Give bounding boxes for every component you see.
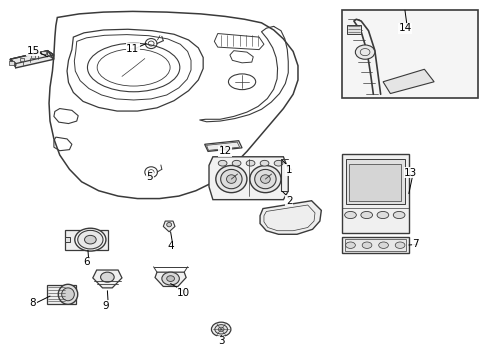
Bar — [346, 24, 361, 33]
Ellipse shape — [211, 322, 230, 337]
Bar — [20, 58, 24, 62]
Ellipse shape — [162, 272, 179, 285]
Ellipse shape — [166, 276, 174, 282]
Bar — [9, 62, 14, 65]
Bar — [345, 159, 404, 204]
Ellipse shape — [78, 230, 103, 249]
Polygon shape — [208, 157, 287, 200]
Ellipse shape — [75, 228, 106, 251]
Polygon shape — [46, 285, 76, 304]
Polygon shape — [93, 270, 122, 288]
Ellipse shape — [345, 242, 355, 248]
Polygon shape — [10, 51, 54, 64]
Text: 1: 1 — [285, 165, 292, 175]
Ellipse shape — [249, 166, 281, 193]
Bar — [64, 237, 70, 242]
Text: 4: 4 — [167, 241, 174, 251]
Text: 7: 7 — [411, 239, 418, 249]
Text: 13: 13 — [404, 168, 417, 178]
Text: 14: 14 — [398, 23, 411, 33]
Ellipse shape — [378, 242, 387, 248]
Ellipse shape — [344, 211, 356, 219]
Ellipse shape — [254, 170, 276, 189]
Polygon shape — [163, 221, 175, 232]
Text: 15: 15 — [26, 46, 40, 56]
Text: 3: 3 — [217, 337, 224, 346]
Ellipse shape — [166, 222, 171, 227]
Polygon shape — [204, 141, 242, 152]
Bar — [30, 54, 35, 58]
Ellipse shape — [101, 272, 114, 282]
Polygon shape — [10, 51, 54, 68]
Text: 9: 9 — [102, 301, 109, 311]
Ellipse shape — [260, 175, 270, 183]
Ellipse shape — [58, 284, 78, 304]
Text: 2: 2 — [285, 196, 292, 206]
Ellipse shape — [394, 242, 404, 248]
Ellipse shape — [218, 327, 224, 332]
Bar — [341, 10, 477, 98]
Polygon shape — [260, 201, 321, 234]
Ellipse shape — [392, 211, 404, 219]
Ellipse shape — [61, 288, 74, 301]
Bar — [348, 164, 400, 201]
Text: 5: 5 — [146, 172, 153, 182]
Text: 8: 8 — [30, 298, 36, 308]
Ellipse shape — [232, 160, 241, 166]
Ellipse shape — [215, 166, 246, 193]
Text: 6: 6 — [83, 257, 90, 267]
Ellipse shape — [226, 175, 236, 183]
Ellipse shape — [214, 325, 227, 334]
Bar — [41, 51, 45, 54]
Polygon shape — [64, 230, 108, 250]
Polygon shape — [382, 69, 433, 94]
Ellipse shape — [260, 160, 268, 166]
Ellipse shape — [274, 160, 283, 166]
Ellipse shape — [218, 160, 226, 166]
Ellipse shape — [362, 242, 371, 248]
Bar — [341, 154, 408, 233]
Ellipse shape — [84, 235, 96, 244]
Ellipse shape — [376, 211, 388, 219]
Text: 11: 11 — [126, 44, 139, 54]
Ellipse shape — [220, 170, 242, 189]
Polygon shape — [155, 272, 186, 287]
Ellipse shape — [355, 45, 374, 59]
Text: 12: 12 — [218, 147, 231, 157]
Bar — [344, 239, 405, 251]
Ellipse shape — [245, 160, 254, 166]
Bar — [341, 237, 408, 253]
Ellipse shape — [360, 211, 372, 219]
Text: 10: 10 — [177, 288, 190, 297]
